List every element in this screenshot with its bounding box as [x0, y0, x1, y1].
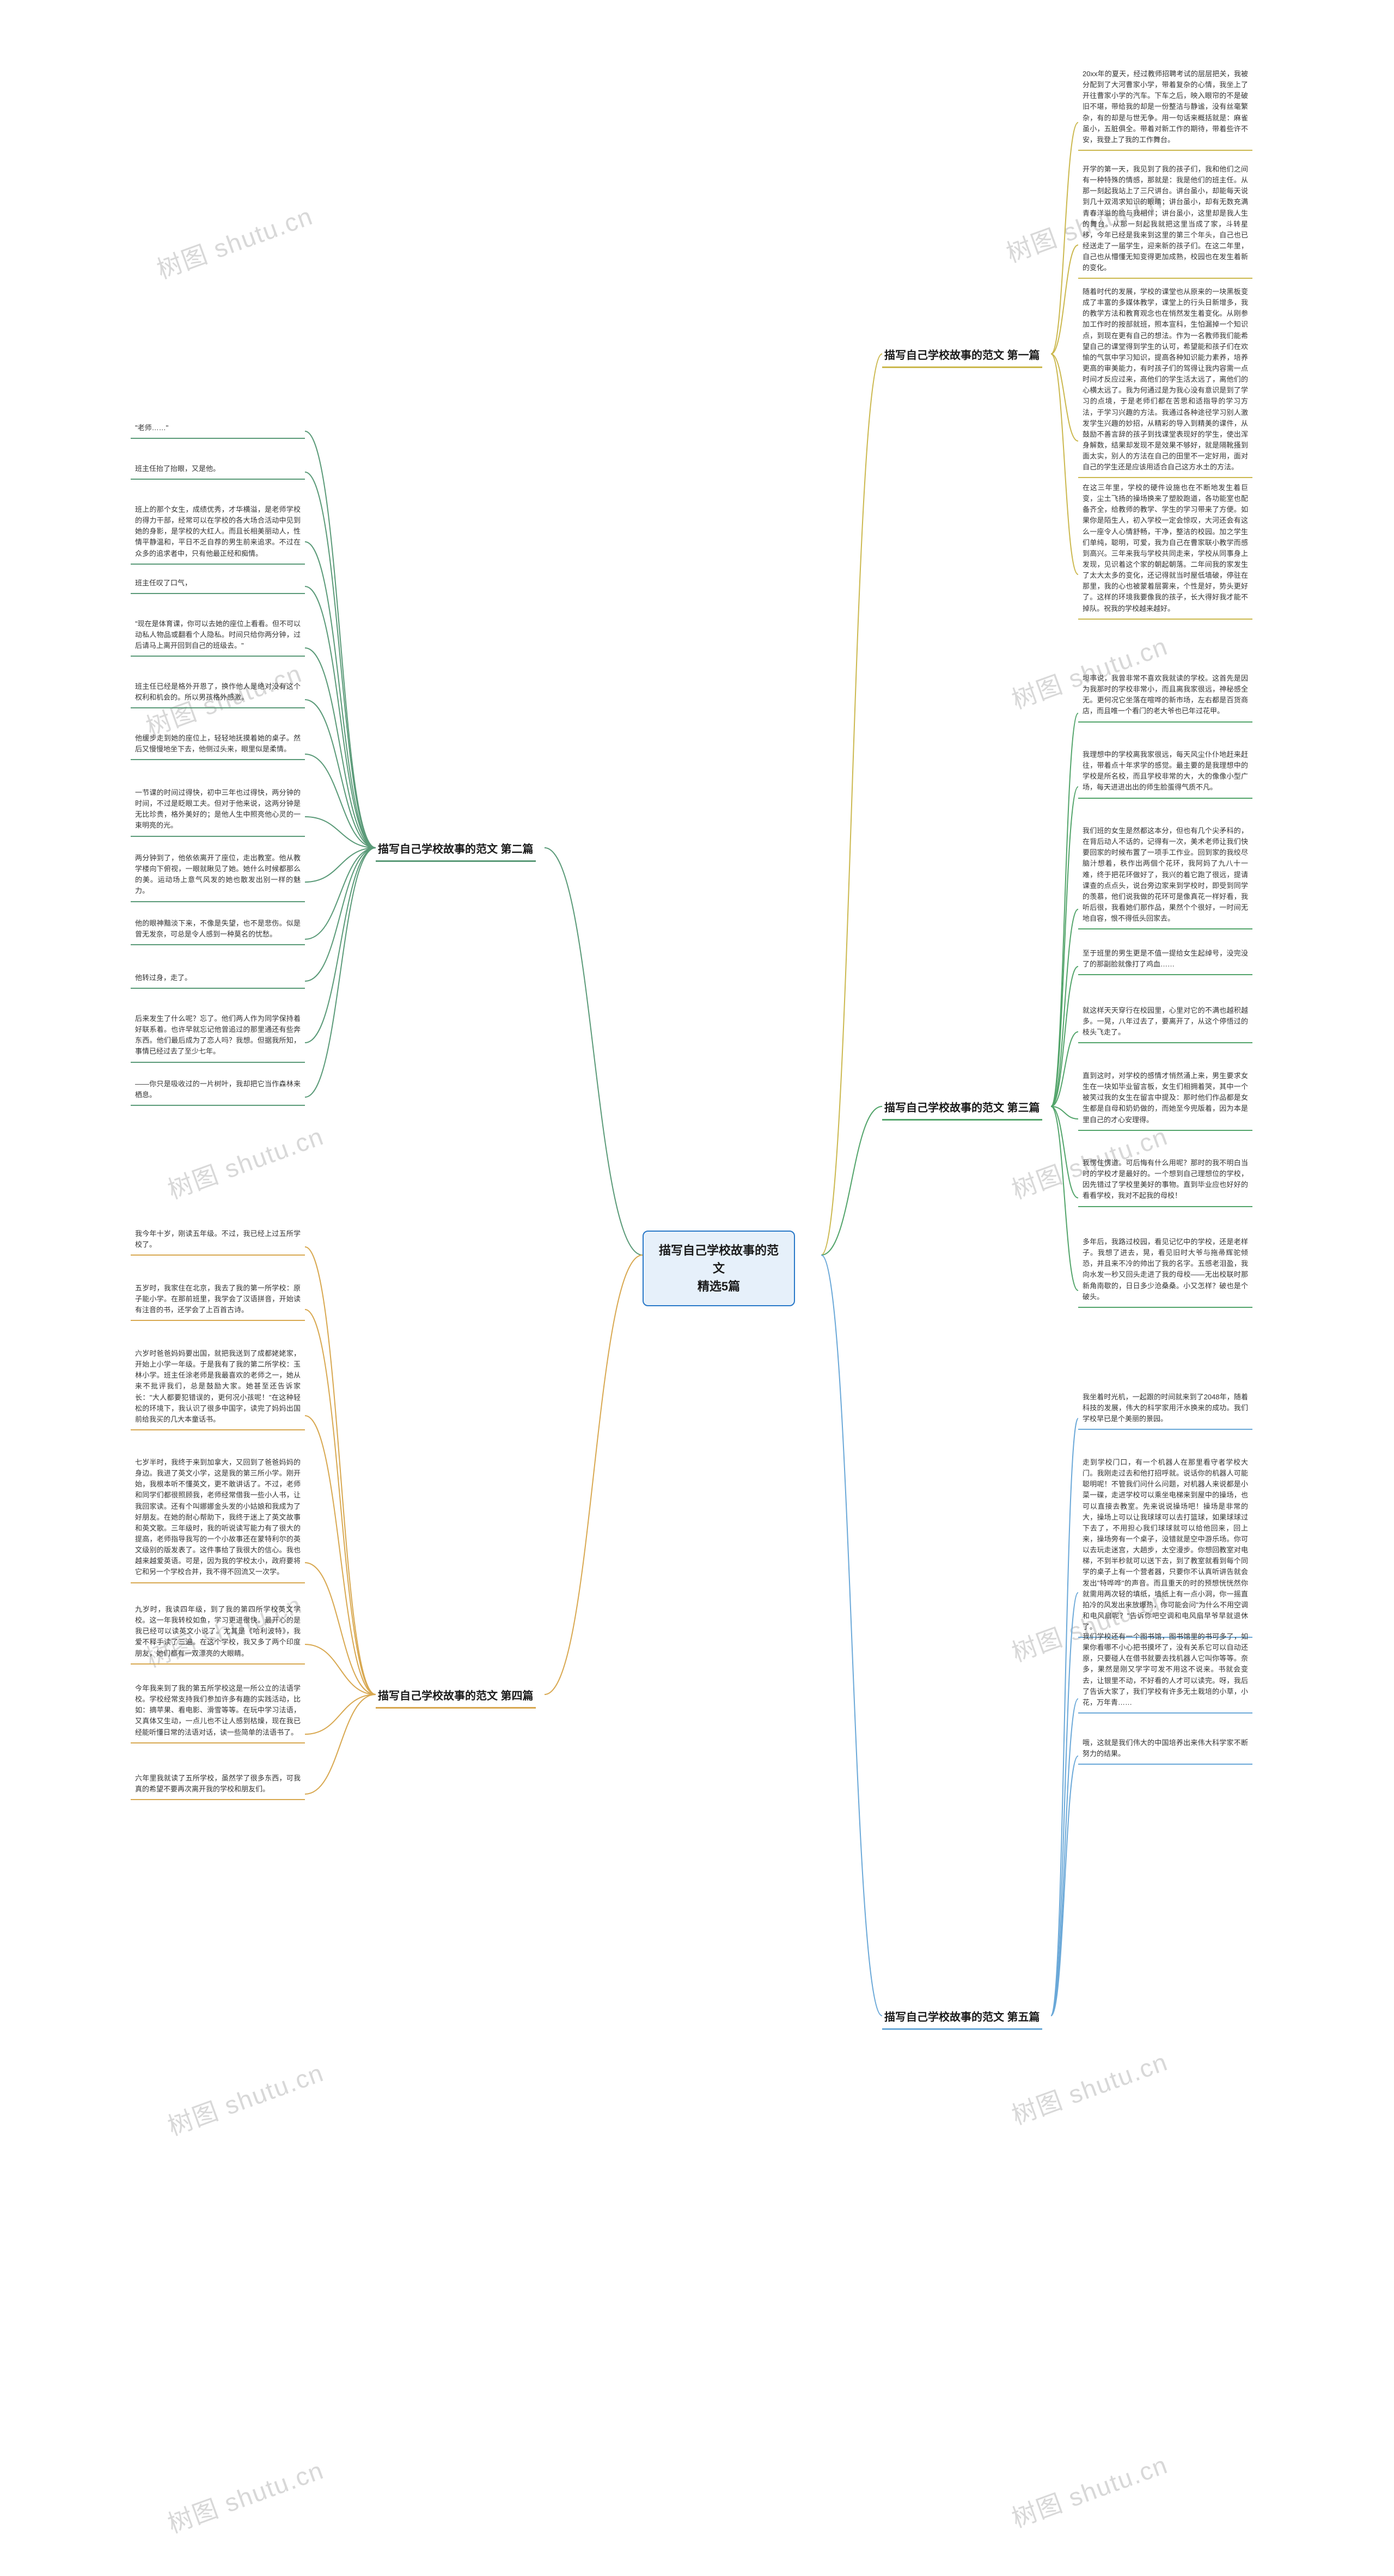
watermark: 树图 shutu.cn [162, 1117, 328, 1207]
leaf: 坦率说，我曾非常不喜欢我就读的学校。这首先是因为我那时的学校非常小，而且离我家很… [1078, 670, 1252, 723]
leaf: ——你只是吸收过的一片树叶，我却把它当作森林来栖息。 [131, 1075, 305, 1106]
leaf: 我今年十岁，刚读五年级。不过，我已经上过五所学校了。 [131, 1225, 305, 1256]
leaf: 他缓步走到她的座位上，轻轻地抚摸着她的桌子。然后又慢慢地坐下去，他侧过头来，眼里… [131, 730, 305, 760]
leaf: 随着时代的发展，学校的课堂也从原来的一块黑板变成了丰富的多媒体教学，课堂上的行头… [1078, 283, 1252, 478]
center-topic: 描写自己学校故事的范文精选5篇 [643, 1231, 795, 1306]
branch-b4: 描写自己学校故事的范文 第四篇 [376, 1682, 536, 1709]
leaf: 今年我来到了我的第五所学校这是一所公立的法语学校。学校经常支持我们参加许多有趣的… [131, 1680, 305, 1743]
center-title-line2: 精选5篇 [657, 1277, 781, 1295]
branch-b2: 描写自己学校故事的范文 第二篇 [376, 836, 536, 862]
leaf: 七岁半时，我终于来到加拿大，又回到了爸爸妈妈的身边。我进了英文小学，这是我的第三… [131, 1454, 305, 1583]
leaf: 班主任叹了口气， [131, 574, 305, 594]
leaf: 我理想中的学校离我家很远，每天风尘仆仆地赶来赶往，带着点十年求学的感觉。最主要的… [1078, 746, 1252, 799]
leaf: "现在是体育课，你可以去她的座位上看看。但不可以动私人物品或翻看个人隐私。时间只… [131, 615, 305, 657]
leaf: 班上的那个女生，成绩优秀，才华横溢，是老师学校的得力干部，经常可以在学校的各大场… [131, 501, 305, 565]
leaf: 我们班的女生是然都这本分，但也有几个尖矛科的，在背后动人不话的，记得有一次，美术… [1078, 822, 1252, 929]
leaf: 我们学校还有一个图书馆，图书馆里的书可多了，如果你看哪不小心把书摸坏了，没有关系… [1078, 1628, 1252, 1714]
watermark: 树图 shutu.cn [1006, 2042, 1172, 2132]
leaf: 在这三年里，学校的硬件设施也在不断地发生着巨变，尘土飞扬的操场换来了塑胶跑道，各… [1078, 479, 1252, 620]
leaf: 班主任抬了抬眼，又是他。 [131, 460, 305, 480]
branch-b3: 描写自己学校故事的范文 第三篇 [882, 1094, 1042, 1121]
leaf: 两分钟到了，他依依离开了座位，走出教室。他从教学楼向下俯视，一眼就瞅见了她。她什… [131, 849, 305, 902]
watermark: 树图 shutu.cn [162, 2053, 328, 2143]
leaf: 就这样天天穿行在校园里，心里对它的不满也越积越多。一晃，八年过去了，要离开了，从… [1078, 1002, 1252, 1043]
leaf: 我坐着时光机，一起跟的时间就来到了2048年，随着科技的发展，伟大的科学家用汗水… [1078, 1388, 1252, 1430]
leaf: 六年里我就读了五所学校，虽然学了很多东西，可我真的希望不要再次离开我的学校和朋友… [131, 1770, 305, 1800]
leaf: 六岁时爸爸妈妈要出国，就把我送到了成都姥姥家，开始上小学一年级。于是我有了我的第… [131, 1345, 305, 1430]
leaf: 哦，这就是我们伟大的中国培养出来伟大科学家不断努力的结果。 [1078, 1734, 1252, 1765]
branch-b5: 描写自己学校故事的范文 第五篇 [882, 2004, 1042, 2030]
branch-b1: 描写自己学校故事的范文 第一篇 [882, 342, 1042, 368]
leaf: 开学的第一天，我见到了我的孩子们，我和他们之间有一种特殊的情感，那就是：我是他们… [1078, 161, 1252, 279]
center-title-line1: 描写自己学校故事的范文 [657, 1241, 781, 1277]
leaf: 五岁时，我家住在北京，我去了我的第一所学校：原子能小学。在那前班里，我学会了汉语… [131, 1280, 305, 1321]
leaf: 走到学校门口，有一个机器人在那里看守者学校大门。我刚走过去和他打招呼就。说话你的… [1078, 1454, 1252, 1638]
watermark: 树图 shutu.cn [151, 197, 317, 286]
leaf: 九岁时，我读四年级，到了我的第四所学校英文学校。这一年我转校如鱼，学习更进很快。… [131, 1601, 305, 1665]
leaf: 直到这时，对学校的感情才悄然涌上来，男生要求女生在一块如毕业留言板，女生们相拥着… [1078, 1067, 1252, 1131]
leaf: 多年后，我路过校园，看见记忆中的学校，还是老样子。我想了进去，晃，看见旧时大爷与… [1078, 1233, 1252, 1308]
leaf: "老师……" [131, 419, 305, 439]
leaf: 至于班里的男生更是不值一提给女生起绰号，没完没了的那副脸就像打了鸡血…… [1078, 945, 1252, 975]
leaf: 20xx年的夏天，经过教师招聘考试的层层把关，我被分配到了大河曹家小学，带着复杂… [1078, 65, 1252, 151]
leaf: 他转过身，走了。 [131, 969, 305, 989]
watermark: 树图 shutu.cn [1006, 2445, 1172, 2535]
leaf: 他的眼神黯淡下来，不像是失望，也不是悲伤。似是曾无发奈，可总是令人感到一种莫名的… [131, 915, 305, 945]
leaf: 一节课的时间过得快，初中三年也过得快，两分钟的时间，不过是眨眼工夫。但对于他来说… [131, 784, 305, 837]
watermark: 树图 shutu.cn [162, 2451, 328, 2541]
leaf: 后来发生了什么呢？忘了。他们两人作为同学保持着好联系着。也许早就忘记他曾追过的那… [131, 1010, 305, 1063]
leaf: 我愣住愣道。可后悔有什么用呢？那时的我不明白当时的学校才是最好的。一个想到自己理… [1078, 1154, 1252, 1207]
leaf: 班主任已经是格外开恩了，换作他人是绝对没有这个权利和机会的。所以男孩格外感激。 [131, 678, 305, 708]
